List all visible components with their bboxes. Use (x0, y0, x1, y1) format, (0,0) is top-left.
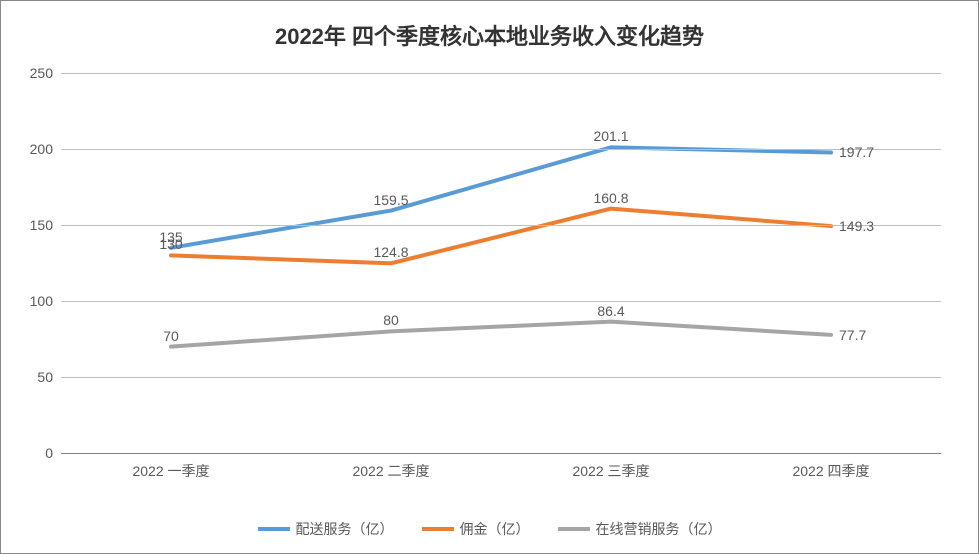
data-label: 159.5 (373, 191, 408, 207)
y-tick-label: 200 (30, 141, 61, 157)
data-label: 160.8 (593, 189, 628, 205)
data-label: 86.4 (597, 302, 624, 318)
series-line (171, 147, 831, 247)
data-label: 70 (163, 327, 179, 343)
legend-label: 佣金（亿） (460, 519, 530, 539)
chart-lines-svg (61, 73, 941, 453)
y-tick-label: 250 (30, 65, 61, 81)
legend-label: 配送服务（亿） (296, 519, 394, 539)
x-tick-label: 2022 三季度 (572, 453, 649, 481)
gridline (61, 301, 941, 302)
y-tick-label: 0 (45, 445, 61, 461)
gridline (61, 73, 941, 74)
plot-area: 0501001502002502022 一季度2022 二季度2022 三季度2… (61, 73, 941, 453)
data-label: 149.3 (839, 218, 874, 234)
gridline (61, 149, 941, 150)
series-line (171, 209, 831, 264)
chart-title: 2022年 四个季度核心本地业务收入变化趋势 (1, 19, 978, 51)
y-tick-label: 50 (37, 369, 61, 385)
legend-label: 在线营销服务（亿） (596, 519, 722, 539)
data-label: 197.7 (839, 144, 874, 160)
gridline (61, 377, 941, 378)
data-label: 130 (159, 236, 182, 252)
gridline (61, 225, 941, 226)
legend-swatch (558, 527, 590, 531)
x-tick-label: 2022 一季度 (132, 453, 209, 481)
legend-swatch (422, 527, 454, 531)
legend-item: 在线营销服务（亿） (558, 519, 722, 539)
legend-item: 佣金（亿） (422, 519, 530, 539)
data-label: 201.1 (593, 128, 628, 144)
data-label: 80 (383, 312, 399, 328)
data-label: 124.8 (373, 244, 408, 260)
x-tick-label: 2022 二季度 (352, 453, 429, 481)
series-line (171, 322, 831, 347)
chart-legend: 配送服务（亿） 佣金（亿） 在线营销服务（亿） (1, 519, 978, 539)
legend-item: 配送服务（亿） (258, 519, 394, 539)
x-tick-label: 2022 四季度 (792, 453, 869, 481)
y-tick-label: 150 (30, 217, 61, 233)
y-tick-label: 100 (30, 293, 61, 309)
data-label: 77.7 (839, 327, 866, 343)
legend-swatch (258, 527, 290, 531)
line-chart: 2022年 四个季度核心本地业务收入变化趋势 05010015020025020… (0, 0, 979, 554)
